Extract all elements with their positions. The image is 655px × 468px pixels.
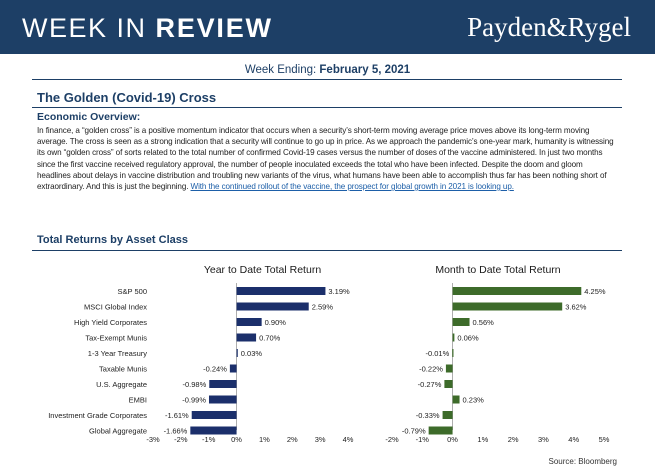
category-label: EMBI (129, 396, 147, 405)
tick-label: -3% (146, 435, 160, 444)
tick-label: 3% (315, 435, 326, 444)
bar (445, 364, 453, 373)
bar (452, 302, 563, 311)
data-label: -1.61% (165, 411, 189, 420)
tick-label: 0% (231, 435, 242, 444)
data-label: 0.90% (265, 318, 287, 327)
bar (236, 287, 326, 295)
returns-chart: Year to Date Total Return 3.19% S&P 500 2.5… (48, 264, 610, 444)
bar (428, 426, 453, 435)
tick-label: -2% (385, 435, 399, 444)
data-label: 3.19% (328, 287, 350, 296)
category-label: MSCI Global Index (84, 303, 147, 312)
data-label: 2.59% (312, 303, 334, 312)
category-label: Taxable Munis (99, 365, 147, 374)
tick-label: -2% (174, 435, 188, 444)
title-bold: REVIEW (155, 13, 273, 43)
category-label: U.S. Aggregate (96, 380, 147, 389)
chart-title: Year to Date Total Return (204, 264, 321, 276)
page-header: WEEK IN REVIEW Payden&Rygel (0, 0, 655, 54)
tick-label: 4% (568, 435, 579, 444)
divider-section (32, 250, 622, 251)
data-label: -0.33% (416, 411, 440, 420)
week-ending: Week Ending: February 5, 2021 (0, 64, 655, 76)
source-note: Source: Bloomberg (548, 457, 617, 466)
tick-label: -1% (416, 435, 430, 444)
data-label: 0.23% (463, 396, 485, 405)
bar (229, 364, 237, 373)
bar (236, 333, 257, 342)
bar (191, 411, 237, 419)
bar (452, 287, 582, 295)
bar (209, 380, 237, 388)
data-label: -0.24% (203, 365, 227, 374)
data-label: -0.99% (182, 396, 206, 405)
category-label: 1-3 Year Treasury (88, 349, 147, 358)
data-label: -0.98% (183, 380, 207, 389)
tick-label: 2% (508, 435, 519, 444)
category-label: S&P 500 (118, 287, 147, 296)
data-label: -0.22% (419, 365, 443, 374)
tick-label: 1% (259, 435, 270, 444)
category-label: High Yield Corporates (74, 318, 147, 327)
article-body: In finance, a “golden cross” is a positi… (37, 125, 617, 192)
divider-top (32, 79, 622, 80)
bar (452, 318, 470, 326)
overview-label: Economic Overview: (37, 111, 141, 123)
chart-title: Month to Date Total Return (435, 264, 560, 276)
category-label: Tax-Exempt Munis (85, 334, 147, 343)
bar (236, 349, 238, 357)
tick-label: 3% (538, 435, 549, 444)
bar (452, 395, 460, 404)
article-title: The Golden (Covid-19) Cross (37, 90, 217, 105)
tick-label: 4% (343, 435, 354, 444)
bar (236, 302, 309, 311)
tick-label: 2% (287, 435, 298, 444)
bar (208, 395, 237, 404)
tick-label: 0% (447, 435, 458, 444)
category-label: Global Aggregate (89, 427, 147, 436)
bar (444, 380, 453, 388)
bar (236, 318, 262, 326)
category-label: Investment Grade Corporates (48, 411, 147, 420)
data-label: 0.70% (259, 334, 281, 343)
title-light: WEEK IN (22, 13, 156, 43)
data-label: 3.62% (565, 303, 587, 312)
data-label: 4.25% (584, 287, 606, 296)
bar (190, 426, 237, 435)
article-link[interactable]: With the continued rollout of the vaccin… (190, 182, 514, 192)
newsletter-title: WEEK IN REVIEW (22, 13, 273, 44)
tick-label: 1% (477, 435, 488, 444)
data-label: 0.56% (473, 318, 495, 327)
bar (442, 411, 453, 419)
company-logo: Payden&Rygel (467, 12, 631, 42)
divider-title (32, 107, 622, 108)
data-label: -0.79% (402, 427, 426, 436)
data-label: -0.01% (426, 349, 450, 358)
data-label: -0.27% (418, 380, 442, 389)
bar (452, 333, 455, 342)
data-label: 0.03% (241, 349, 263, 358)
section-title: Total Returns by Asset Class (37, 234, 188, 246)
article-body-text: In finance, a “golden cross” is a positi… (37, 126, 614, 192)
data-label: -1.66% (164, 427, 188, 436)
bar (452, 349, 454, 357)
tick-label: 5% (599, 435, 610, 444)
tick-label: -1% (202, 435, 216, 444)
week-date: February 5, 2021 (319, 64, 411, 76)
week-label: Week Ending: (244, 64, 320, 76)
data-label: 0.06% (457, 334, 479, 343)
